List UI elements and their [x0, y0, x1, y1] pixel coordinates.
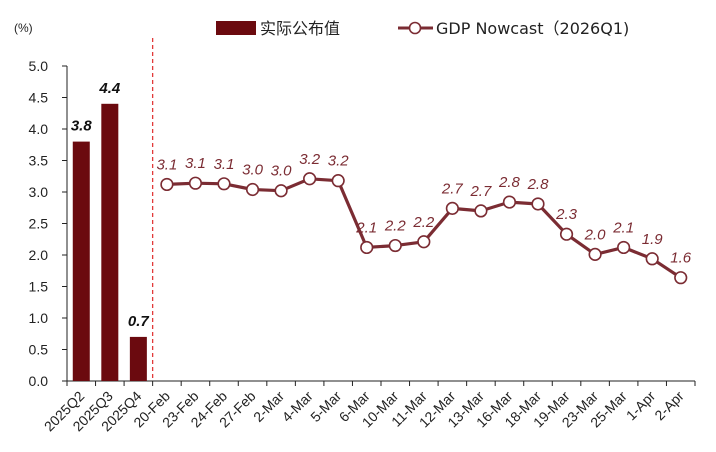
x-tick-label: 4-Mar: [279, 388, 316, 425]
y-tick-label: 4.0: [29, 121, 49, 137]
legend-bar-swatch: [216, 21, 256, 35]
bar-series: [72, 103, 147, 382]
y-tick-label: 3.5: [29, 153, 49, 169]
nowcast-data-label: 3.1: [185, 155, 206, 172]
x-tick-label: 2-Mar: [250, 388, 287, 425]
bar: [72, 141, 90, 381]
bar-data-label: 0.7: [128, 313, 150, 330]
nowcast-point: [217, 177, 231, 191]
nowcast-data-label: 2.0: [584, 226, 607, 243]
y-tick-label: 4.5: [29, 90, 49, 106]
legend-line-label: GDP Nowcast（2026Q1): [436, 19, 629, 38]
nowcast-data-label: 2.8: [527, 176, 550, 193]
nowcast-data-label: 2.3: [555, 206, 578, 223]
data-labels: 3.8 4.4 0.7 3.1 3.1 3.1 3.0 3.0 3.2 3.2 2.1 2.2 2.2 2…: [71, 80, 692, 330]
nowcast-point: [388, 238, 402, 253]
nowcast-point: [160, 177, 174, 192]
nowcast-point: [588, 247, 602, 261]
bar: [129, 336, 147, 381]
nowcast-data-label: 2.1: [612, 219, 634, 236]
y-tick-label: 1.0: [29, 310, 49, 326]
nowcast-point: [303, 172, 317, 186]
nowcast-data-label: 3.0: [271, 163, 293, 180]
x-tick-label: 5-Mar: [307, 388, 344, 425]
nowcast-data-label: 2.2: [412, 214, 435, 231]
nowcast-point: [445, 201, 459, 215]
nowcast-data-label: 1.9: [642, 231, 664, 248]
nowcast-point: [417, 235, 431, 249]
legend: 实际公布值 GDP Nowcast（2026Q1): [216, 19, 629, 38]
nowcast-series: [160, 172, 688, 285]
x-axis: 2025Q22025Q32025Q420-Feb23-Feb24-Feb27-F…: [41, 380, 696, 434]
y-tick-label: 1.5: [29, 279, 49, 295]
legend-bar-label: 实际公布值: [260, 19, 340, 38]
nowcast-point: [188, 176, 203, 190]
nowcast-data-label: 3.0: [242, 161, 264, 178]
nowcast-point: [360, 240, 374, 255]
nowcast-point: [674, 271, 688, 285]
nowcast-data-label: 3.1: [214, 156, 235, 173]
nowcast-point: [474, 204, 488, 218]
y-axis: 0.0 0.5 1.0 1.5 2.0 2.5 3.0 3.5 4.0 4.5 5.0: [29, 58, 68, 389]
nowcast-point: [274, 184, 288, 198]
nowcast-data-label: 3.1: [156, 156, 177, 173]
y-tick-label: 2.5: [29, 216, 49, 232]
nowcast-point: [645, 252, 659, 266]
nowcast-data-label: 2.7: [469, 183, 492, 200]
y-tick-label: 0.5: [29, 342, 49, 358]
nowcast-data-label: 2.2: [384, 218, 407, 235]
nowcast-data-label: 3.2: [328, 153, 350, 170]
x-tick-label: 1-Apr: [623, 388, 659, 424]
y-tick-label: 5.0: [29, 58, 49, 74]
nowcast-data-label: 2.7: [441, 180, 464, 197]
bar: [101, 103, 119, 382]
nowcast-data-label: 3.2: [299, 151, 321, 168]
y-tick-label: 2.0: [29, 247, 49, 263]
legend-line-marker: [408, 21, 422, 35]
x-tick-label: 2-Apr: [651, 388, 687, 424]
y-tick-label: 0.0: [29, 373, 49, 389]
nowcast-point: [245, 182, 260, 197]
nowcast-data-label: 2.1: [355, 219, 377, 236]
nowcast-point: [531, 197, 545, 211]
nowcast-data-label: 2.8: [498, 174, 521, 191]
y-axis-unit: (%): [14, 21, 33, 35]
nowcast-point: [331, 174, 345, 188]
nowcast-point: [502, 195, 517, 209]
bar-data-label: 4.4: [98, 80, 121, 97]
bar-data-label: 3.8: [71, 118, 93, 135]
nowcast-data-label: 1.6: [670, 250, 692, 267]
nowcast-point: [559, 227, 574, 241]
nowcast-point: [617, 240, 631, 255]
y-tick-label: 3.0: [29, 184, 49, 200]
